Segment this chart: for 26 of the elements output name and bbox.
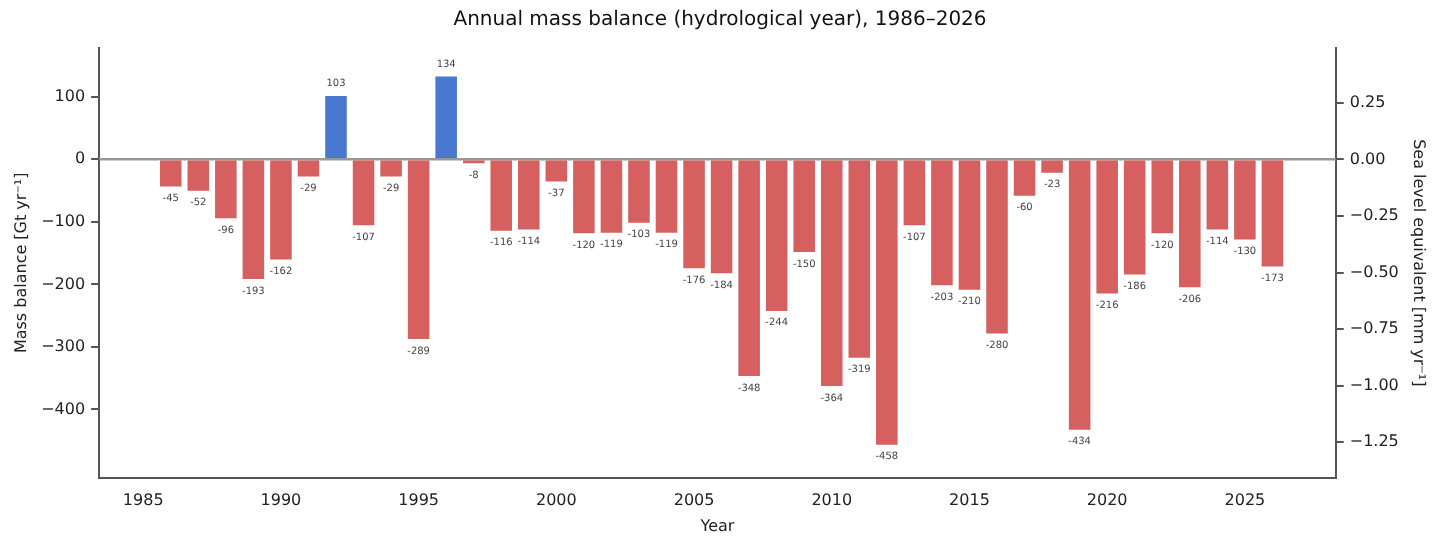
x-tick-label: 1995	[398, 491, 439, 510]
y-tick-label: −200	[41, 274, 86, 293]
x-tick-label: 1985	[122, 491, 164, 510]
x-tick-label: 2010	[811, 491, 853, 510]
y2-tick-label: −0.50	[1349, 262, 1399, 281]
y-axis-title: Mass balance [Gt yr⁻¹]	[11, 172, 30, 354]
y2-tick-label: −0.75	[1349, 319, 1399, 338]
x-axis-title: Year	[698, 516, 736, 535]
y2-tick-label: 0.25	[1349, 92, 1386, 111]
x-tick-label: 1990	[260, 491, 302, 510]
y-tick-label: 100	[54, 86, 86, 105]
y-tick-label: 0	[74, 149, 86, 168]
y2-tick-label: −0.25	[1349, 206, 1399, 225]
y2-tick-label: −1.00	[1349, 375, 1399, 394]
x-tick-label: 2000	[535, 491, 577, 510]
x-tick-label: 2015	[949, 491, 990, 510]
x-tick-label: 2005	[673, 491, 715, 510]
y2-tick-label: 0.00	[1349, 149, 1386, 168]
y-tick-label: −100	[41, 212, 86, 230]
y-tick-label: −400	[41, 399, 86, 418]
x-tick-label: 2020	[1086, 491, 1128, 510]
y2-tick-label: −1.25	[1349, 432, 1399, 451]
y2-axis-title: Sea level equivalent [mm yr⁻¹]	[1410, 139, 1429, 387]
x-tick-label: 2025	[1224, 491, 1266, 510]
y-tick-label: −300	[41, 337, 86, 356]
chart-title: Annual mass balance (hydrological year), 1986–2026	[453, 9, 987, 32]
